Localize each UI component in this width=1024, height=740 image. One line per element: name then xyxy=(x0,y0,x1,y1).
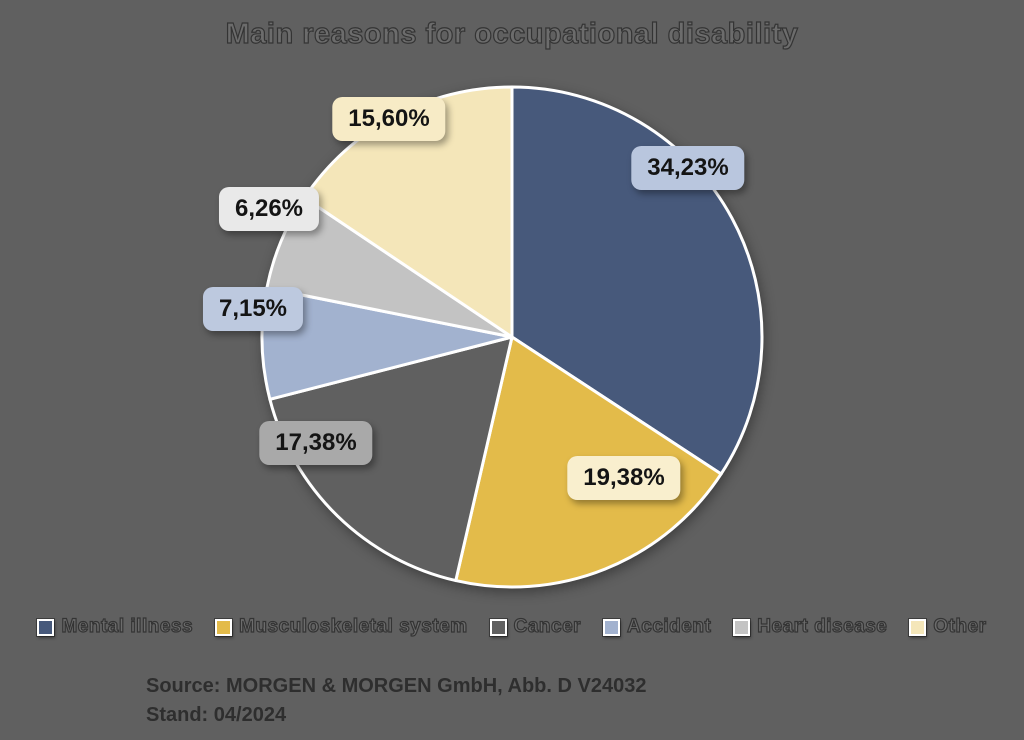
legend-item-cancer: Cancer xyxy=(489,615,582,638)
legend: Mental illness Musculoskeletal system Ca… xyxy=(0,615,1024,638)
legend-item-accident: Accident xyxy=(603,615,712,638)
legend-swatch-musculoskeletal-system xyxy=(215,618,233,636)
source-note: Source: MORGEN & MORGEN GmbH, Abb. D V24… xyxy=(146,672,646,730)
legend-swatch-heart-disease xyxy=(733,618,751,636)
legend-swatch-other xyxy=(909,618,927,636)
slice-value-label-cancer: 17,38% xyxy=(259,421,373,465)
source-line-1: Source: MORGEN & MORGEN GmbH, Abb. D V24… xyxy=(146,675,647,697)
legend-label: Cancer xyxy=(513,615,582,637)
legend-swatch-mental-illness xyxy=(37,618,55,636)
legend-item-other: Other xyxy=(909,615,987,638)
legend-item-heart-disease: Heart disease xyxy=(733,615,888,638)
legend-swatch-accident xyxy=(603,618,621,636)
chart-title: Main reasons for occupational disability xyxy=(225,17,799,50)
legend-item-musculoskeletal-system: Musculoskeletal system xyxy=(215,615,468,638)
source-line-2: Stand: 04/2024 xyxy=(146,704,287,726)
slice-value-label-accident: 7,15% xyxy=(202,287,304,331)
slice-value-label-other: 15,60% xyxy=(332,97,446,141)
slice-value-label-musculoskeletal-system: 19,38% xyxy=(567,456,681,500)
legend-label: Musculoskeletal system xyxy=(238,615,468,637)
legend-label: Other xyxy=(933,615,987,637)
legend-label: Mental illness xyxy=(61,615,194,637)
legend-item-mental-illness: Mental illness xyxy=(37,615,194,638)
legend-label: Heart disease xyxy=(757,615,888,637)
slice-value-label-mental-illness: 34,23% xyxy=(631,146,745,190)
legend-label: Accident xyxy=(626,615,712,637)
slice-value-label-heart-disease: 6,26% xyxy=(218,187,320,231)
legend-swatch-cancer xyxy=(489,618,507,636)
